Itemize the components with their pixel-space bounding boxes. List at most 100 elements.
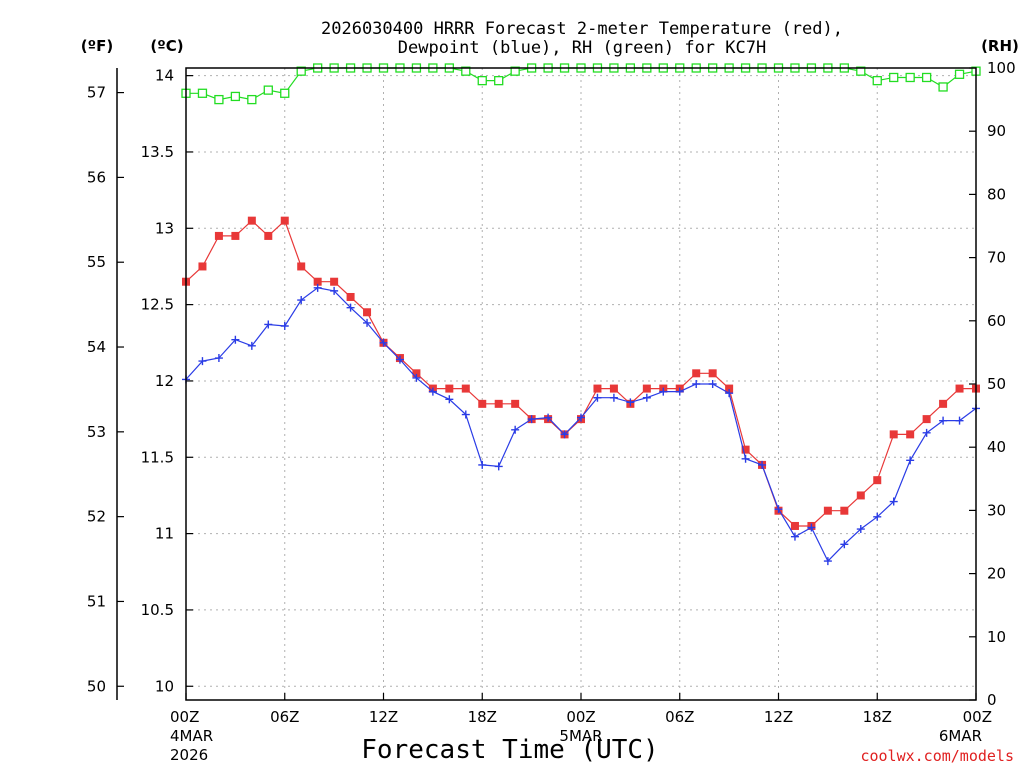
rh-point xyxy=(197,88,208,98)
celsius-tick-label: 10.5 xyxy=(141,601,174,619)
temperature-point xyxy=(478,399,487,408)
dewpoint-point xyxy=(231,335,240,344)
temperature-point xyxy=(247,216,256,225)
unit-celsius-label: (ºC) xyxy=(150,37,183,55)
dewpoint-point xyxy=(346,303,355,312)
dewpoint-point xyxy=(659,387,668,396)
temperature-point xyxy=(823,506,832,515)
temperature-point xyxy=(840,506,849,515)
temperature-point xyxy=(494,399,503,408)
dewpoint-point xyxy=(840,540,849,549)
dewpoint-series xyxy=(182,283,980,566)
fahrenheit-axis-ticks: 50 51 52 53 54 55 56 57 xyxy=(87,84,124,695)
temperature-point xyxy=(955,384,964,393)
dewpoint-point xyxy=(395,355,404,364)
chart-title-line1: 2026030400 HRRR Forecast 2-meter Tempera… xyxy=(321,19,843,39)
rh-point xyxy=(905,72,915,83)
celsius-tick-label: 12.5 xyxy=(141,296,174,314)
rh-point xyxy=(477,75,487,86)
celsius-tick-label: 12 xyxy=(155,372,174,390)
fahrenheit-tick-label: 57 xyxy=(87,84,106,102)
dewpoint-point xyxy=(889,497,898,506)
dewpoint-point xyxy=(939,416,948,425)
dewpoint-point xyxy=(906,456,915,465)
x-axis-title: Forecast Time (UTC) xyxy=(361,735,658,765)
chart-title-line2: Dewpoint (blue), RH (green) for KC7H xyxy=(398,38,766,58)
temperature-point xyxy=(330,277,339,286)
rh-tick-label: 100 xyxy=(987,59,1016,77)
dewpoint-point xyxy=(708,380,717,388)
temperature-point xyxy=(939,399,948,408)
rh-point xyxy=(954,69,965,79)
time-tick-label: 00Z xyxy=(963,708,992,726)
dewpoint-point xyxy=(626,398,635,407)
time-tick-label: 06Z xyxy=(665,708,694,726)
rh-tick-label: 70 xyxy=(987,249,1006,267)
rh-tick-label: 50 xyxy=(987,375,1006,393)
temperature-point xyxy=(297,262,306,271)
dewpoint-point xyxy=(790,532,799,541)
rh-tick-label: 0 xyxy=(987,691,997,709)
rh-series xyxy=(181,63,981,105)
dewpoint-point xyxy=(807,523,816,532)
fahrenheit-tick-label: 51 xyxy=(87,592,106,610)
celsius-tick-label: 11 xyxy=(155,525,174,543)
temperature-point xyxy=(280,216,289,225)
dewpoint-point xyxy=(494,462,503,471)
rh-point xyxy=(263,85,273,95)
dewpoint-point xyxy=(544,413,553,422)
dewpoint-point xyxy=(692,380,701,388)
dewpoint-point xyxy=(330,286,339,295)
credit-text: coolwx.com/models xyxy=(860,747,1014,765)
dewpoint-point xyxy=(725,389,734,398)
rh-point xyxy=(856,66,866,76)
time-tick-label: 18Z xyxy=(863,708,892,726)
dewpoint-line xyxy=(185,287,977,563)
dewpoint-point xyxy=(527,415,536,424)
dewpoint-point xyxy=(280,321,289,330)
dewpoint-point xyxy=(609,393,618,402)
rh-point xyxy=(872,75,882,86)
dewpoint-point xyxy=(856,525,865,534)
temperature-point xyxy=(412,369,421,378)
dewpoint-point xyxy=(593,393,602,402)
dewpoint-point xyxy=(577,413,585,422)
dewpoint-point xyxy=(445,395,454,404)
temperature-point xyxy=(264,231,273,240)
rh-point xyxy=(280,88,290,98)
dewpoint-point xyxy=(247,341,256,350)
rh-point xyxy=(510,66,520,76)
rh-tick-label: 60 xyxy=(987,312,1006,330)
rh-point xyxy=(938,82,948,92)
temperature-point xyxy=(231,231,240,240)
dewpoint-point xyxy=(264,320,273,329)
rh-point xyxy=(889,72,899,83)
rh-tick-label: 10 xyxy=(987,628,1006,646)
fahrenheit-tick-label: 55 xyxy=(87,253,106,271)
dewpoint-point xyxy=(642,393,651,402)
temperature-point xyxy=(741,445,750,454)
fahrenheit-tick-label: 50 xyxy=(87,677,106,695)
time-tick-label: 12Z xyxy=(369,708,398,726)
fahrenheit-tick-label: 56 xyxy=(87,168,106,186)
dewpoint-point xyxy=(560,430,569,439)
celsius-tick-label: 11.5 xyxy=(141,448,174,466)
temperature-point xyxy=(346,292,355,301)
rh-point xyxy=(461,66,471,76)
dewpoint-point xyxy=(297,296,306,305)
unit-rh-label: (RH) xyxy=(981,37,1019,55)
time-tick-label: 12Z xyxy=(764,708,793,726)
dewpoint-point xyxy=(511,425,520,434)
temperature-point xyxy=(313,277,322,286)
time-tick-label: 00Z xyxy=(566,708,595,726)
rh-point xyxy=(230,91,241,102)
dewpoint-point xyxy=(363,318,372,327)
temperature-point xyxy=(214,231,223,240)
dewpoint-point xyxy=(198,357,207,366)
dewpoint-point xyxy=(823,557,832,566)
temperature-point xyxy=(609,384,618,393)
time-tick-label: 06Z xyxy=(270,708,299,726)
temperature-point xyxy=(906,430,915,439)
rh-tick-label: 20 xyxy=(987,565,1006,583)
